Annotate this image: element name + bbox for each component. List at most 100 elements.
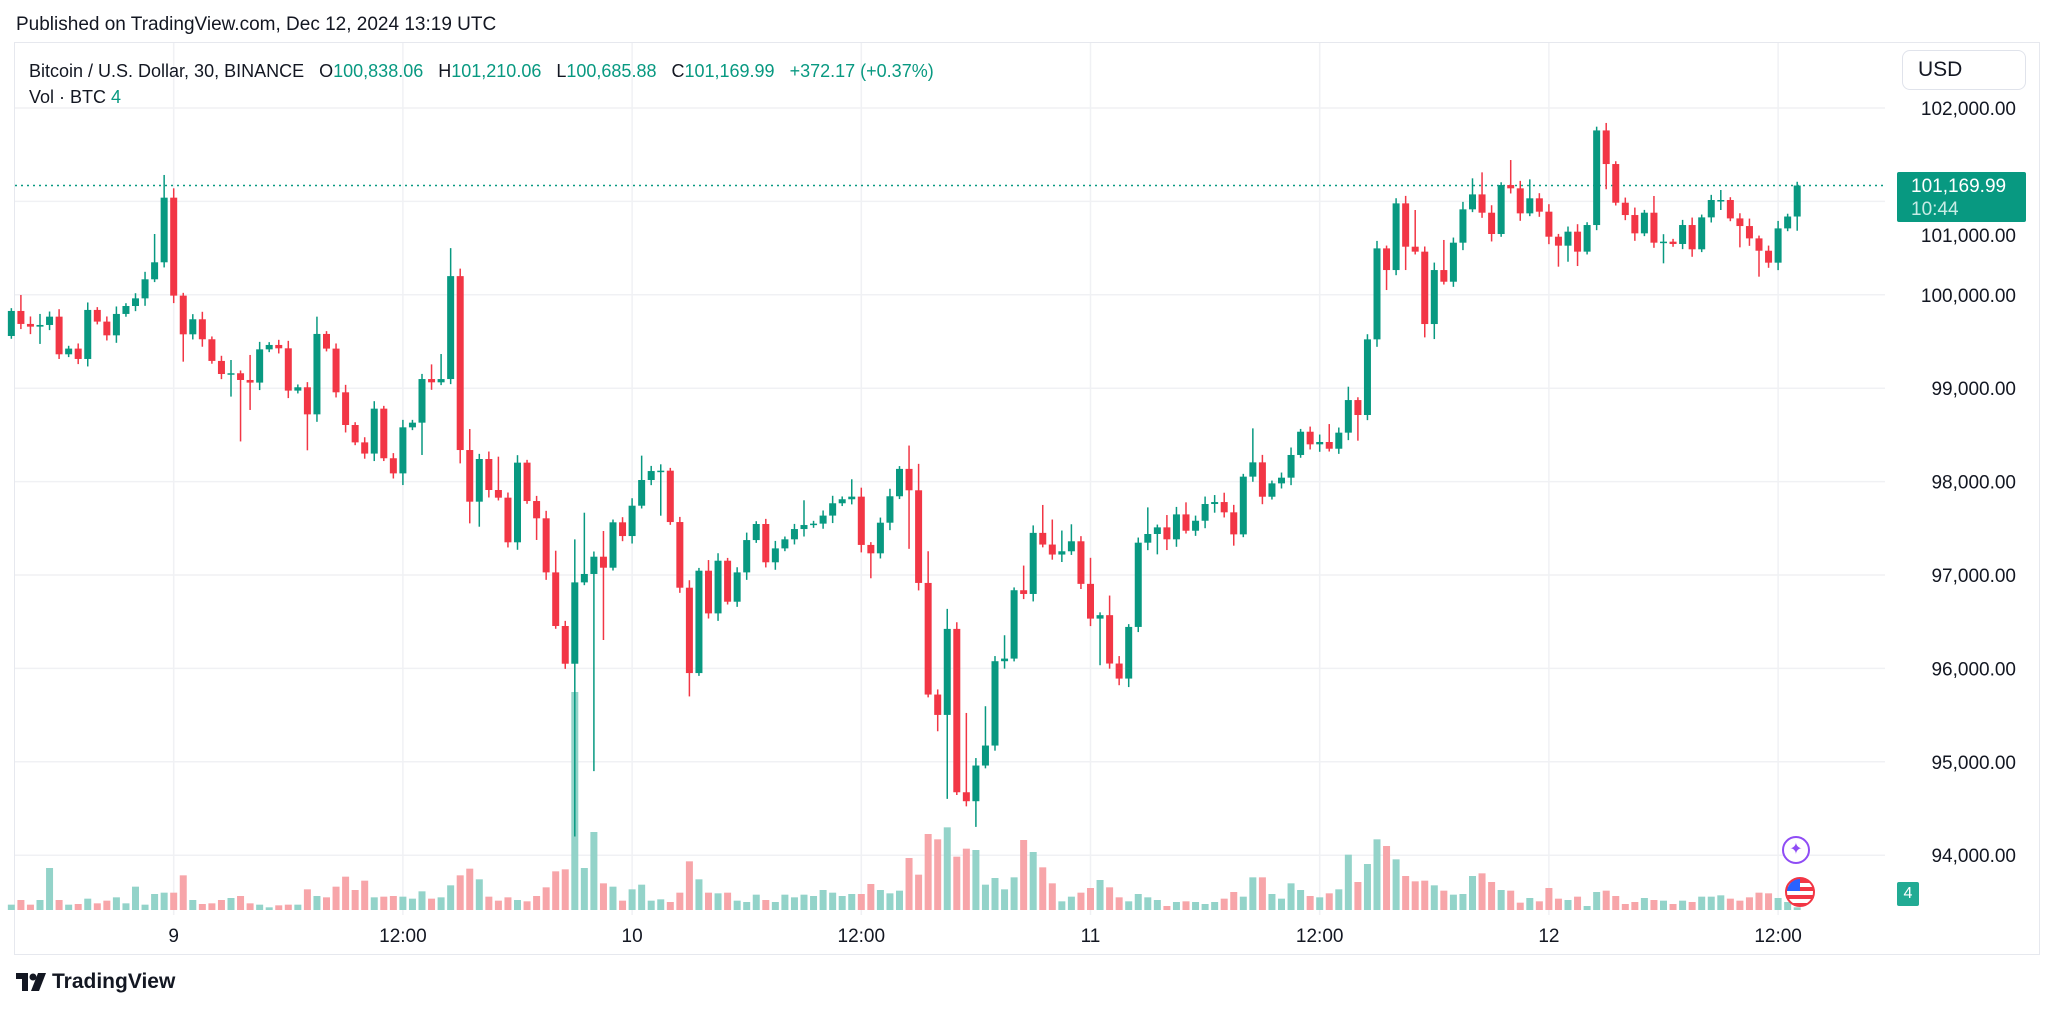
candle-body	[408, 422, 416, 428]
volume-bar	[619, 900, 627, 910]
candle-body	[714, 560, 722, 614]
us-flag-event-icon[interactable]	[1785, 877, 1815, 907]
candle-body	[342, 392, 350, 425]
volume-label[interactable]: Vol · BTC	[29, 87, 107, 107]
candle-body	[1335, 432, 1343, 449]
candle-body	[1679, 225, 1687, 244]
candle-body	[418, 379, 426, 423]
candle-body	[1325, 441, 1333, 449]
volume-bar	[771, 902, 779, 910]
candle-body	[1640, 212, 1648, 234]
candle-body	[1058, 551, 1066, 555]
volume-bar	[1039, 867, 1047, 910]
symbol-title[interactable]: Bitcoin / U.S. Dollar, 30, BINANCE	[29, 61, 305, 81]
candle-body	[1230, 512, 1238, 535]
volume-bar	[1096, 880, 1104, 910]
candle-body	[886, 496, 894, 523]
candle-body	[1010, 590, 1018, 659]
candle-body	[447, 276, 455, 380]
sparkle-event-icon[interactable]: ✦	[1782, 836, 1810, 864]
candle-body	[389, 458, 397, 474]
volume-bar	[561, 869, 569, 910]
volume-bar	[733, 900, 741, 910]
volume-bar	[1411, 881, 1419, 910]
close-value: 101,169.99	[684, 61, 775, 81]
candle-body	[924, 582, 932, 695]
open-label: O	[319, 61, 334, 81]
volume-bar	[370, 897, 378, 910]
volume-bar	[857, 894, 865, 910]
tradingview-logo[interactable]: TradingView	[16, 970, 175, 994]
volume-bar	[1115, 897, 1123, 910]
volume-bar	[17, 900, 25, 910]
candle-body	[1373, 248, 1381, 340]
volume-bar	[122, 903, 130, 910]
candle-body	[494, 490, 502, 498]
candle-body	[303, 387, 311, 415]
volume-bar	[962, 848, 970, 910]
volume-bar	[609, 886, 617, 910]
candle-body	[876, 522, 884, 554]
volume-bar	[313, 896, 321, 910]
candle-body	[323, 333, 330, 349]
volume-bar	[666, 902, 674, 910]
volume-bar	[781, 894, 789, 910]
volume-bar	[810, 896, 818, 910]
candle-body	[571, 582, 579, 664]
price-tick-label: 98,000.00	[1931, 473, 2016, 494]
candle-body	[1182, 514, 1190, 531]
volume-bar	[1650, 900, 1658, 910]
candle-body	[915, 490, 923, 583]
candle-body	[829, 503, 837, 516]
candle-body	[170, 197, 178, 296]
volume-bar	[552, 871, 560, 910]
candle-body	[1344, 400, 1352, 433]
candle-body	[1469, 194, 1476, 210]
volume-bar	[389, 896, 397, 910]
volume-bar	[1612, 896, 1620, 910]
candle-body	[313, 333, 321, 415]
candle-body	[590, 556, 598, 574]
time-tick-label: 10	[622, 926, 643, 947]
volume-bar	[323, 897, 330, 910]
volume-bar	[685, 861, 693, 910]
candle-body	[1784, 216, 1792, 229]
volume-bar	[351, 890, 359, 910]
grid-lines	[15, 43, 1885, 915]
candle-body	[1612, 164, 1620, 203]
volume-bar	[1306, 896, 1314, 910]
volume-bar	[1774, 898, 1782, 910]
candle-body	[1134, 542, 1142, 627]
volume-bar	[1421, 880, 1429, 910]
candle-body	[1593, 130, 1601, 226]
volume-bar	[1564, 900, 1572, 910]
volume-bar	[953, 856, 961, 910]
candle-body	[972, 765, 980, 802]
volume-bar	[112, 897, 120, 910]
candle-body	[256, 349, 264, 383]
price-tick-label: 97,000.00	[1931, 566, 2016, 587]
candle-body	[619, 522, 627, 537]
volume-bar	[790, 897, 798, 910]
volume-bar	[943, 827, 951, 910]
candle-body	[695, 570, 703, 674]
volume-bar	[972, 850, 980, 910]
volume-bar	[1545, 888, 1553, 910]
candle-body	[1516, 188, 1524, 214]
volume-bar	[1048, 883, 1056, 910]
candle-body	[1583, 225, 1591, 252]
volume-bar	[724, 892, 732, 910]
volume-bar	[132, 886, 139, 910]
legend: Bitcoin / U.S. Dollar, 30, BINANCE O100,…	[29, 58, 934, 110]
price-tick-label: 99,000.00	[1931, 379, 2016, 400]
volume-bar	[1507, 890, 1515, 910]
currency-button[interactable]: USD	[1902, 50, 2026, 90]
candle-body	[1249, 462, 1257, 477]
candle-body	[857, 496, 865, 545]
candle-body	[867, 544, 875, 554]
candle-body	[112, 313, 120, 336]
volume-bar	[915, 874, 923, 910]
candle-body	[609, 522, 617, 568]
candle-body	[1258, 462, 1266, 497]
